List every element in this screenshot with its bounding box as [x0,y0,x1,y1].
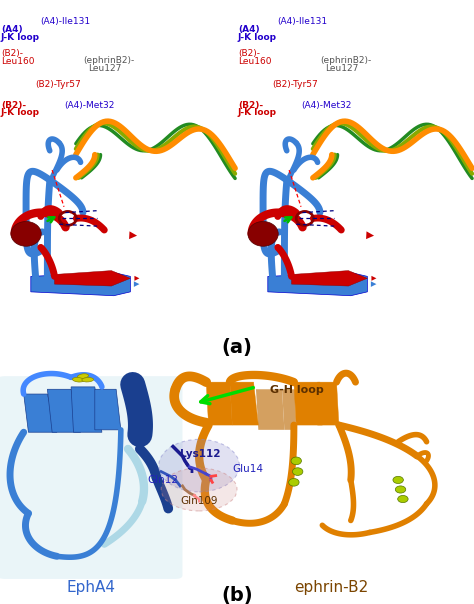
Text: Gln109: Gln109 [180,496,218,506]
Text: (A4): (A4) [1,25,23,34]
Circle shape [248,222,278,246]
Polygon shape [24,394,57,432]
Text: (B2)-: (B2)- [1,50,23,59]
Text: J-K loop: J-K loop [238,33,277,42]
Circle shape [11,222,41,246]
Ellipse shape [161,468,237,511]
Text: ephrin-B2: ephrin-B2 [294,580,368,595]
Polygon shape [95,389,121,430]
Ellipse shape [82,378,93,382]
Ellipse shape [289,478,299,486]
Ellipse shape [393,477,403,484]
Text: (B2)-Tyr57: (B2)-Tyr57 [273,80,319,89]
Ellipse shape [398,495,408,503]
Text: (B2)-: (B2)- [1,100,26,109]
Polygon shape [268,272,367,296]
Text: Lys112: Lys112 [180,449,220,458]
Text: (A4)-Ile131: (A4)-Ile131 [277,18,328,27]
Text: Leu160: Leu160 [1,57,35,66]
Text: (B2)-Tyr57: (B2)-Tyr57 [36,80,82,89]
Polygon shape [206,382,232,425]
Polygon shape [31,272,130,296]
Text: (A4)-Ile131: (A4)-Ile131 [40,18,91,27]
Text: Gln12: Gln12 [147,475,178,485]
Text: (A4)-Met32: (A4)-Met32 [64,100,114,109]
Ellipse shape [291,457,301,464]
Ellipse shape [395,486,406,493]
Polygon shape [47,389,81,432]
Text: Glu14: Glu14 [232,464,263,474]
FancyBboxPatch shape [0,376,182,579]
Polygon shape [292,271,367,286]
Text: J-K loop: J-K loop [1,108,40,117]
Text: G-H loop: G-H loop [270,385,324,396]
Polygon shape [318,382,339,425]
Ellipse shape [292,467,303,475]
Polygon shape [71,387,102,432]
Text: (B2)-: (B2)- [238,50,260,59]
Text: (A4): (A4) [238,25,260,34]
Text: (A4)-Met32: (A4)-Met32 [301,100,351,109]
Polygon shape [294,382,322,425]
Text: (ephrinB2)-: (ephrinB2)- [83,56,134,65]
Text: (B2)-: (B2)- [238,100,263,109]
Text: (a): (a) [221,338,253,358]
Ellipse shape [159,439,239,492]
Text: Leu127: Leu127 [88,64,121,73]
Polygon shape [256,389,284,430]
Text: EphA4: EphA4 [66,580,115,595]
Text: J-K loop: J-K loop [238,108,277,117]
Text: Leu127: Leu127 [325,64,358,73]
Text: J-K loop: J-K loop [1,33,40,42]
Polygon shape [55,271,130,286]
Polygon shape [230,382,258,425]
Ellipse shape [77,374,89,379]
Text: Leu160: Leu160 [238,57,272,66]
Text: (b): (b) [221,586,253,604]
Text: (ephrinB2)-: (ephrinB2)- [320,56,371,65]
Ellipse shape [73,378,84,382]
Polygon shape [282,389,296,430]
